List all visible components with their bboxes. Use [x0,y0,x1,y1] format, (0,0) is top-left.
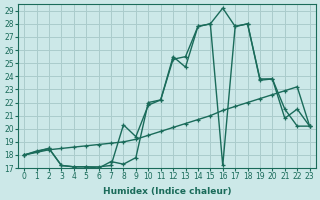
X-axis label: Humidex (Indice chaleur): Humidex (Indice chaleur) [103,187,231,196]
